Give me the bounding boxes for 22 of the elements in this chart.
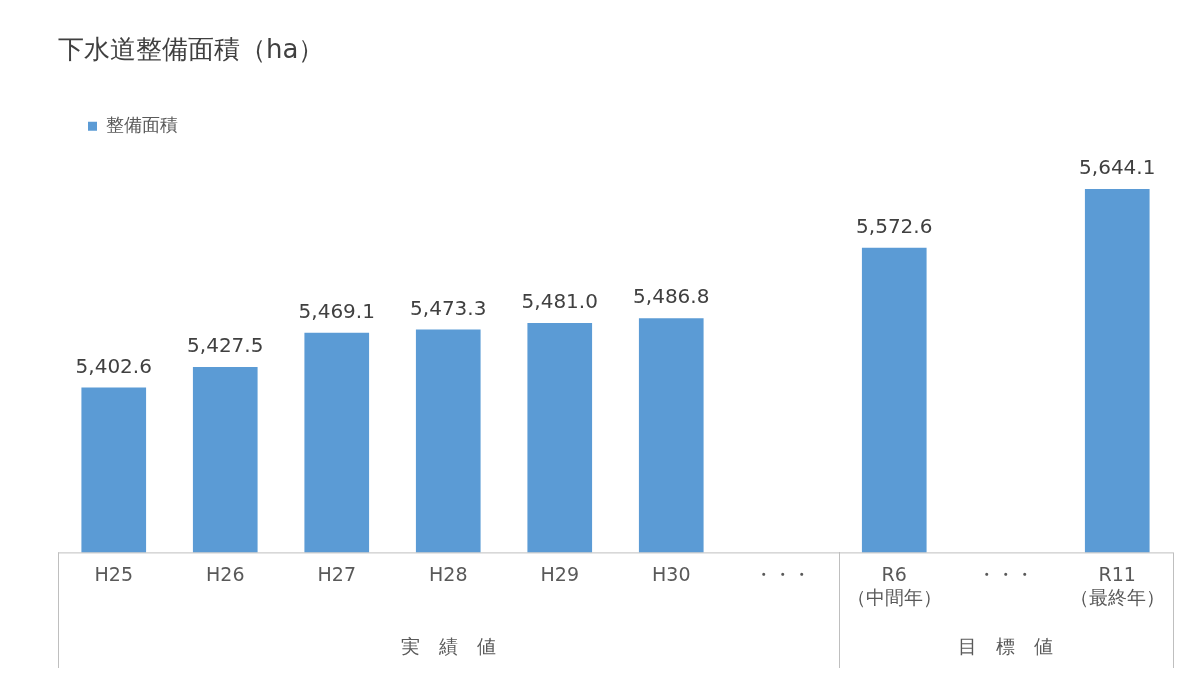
x-tick-label: R6 （中間年） <box>846 562 942 608</box>
annotation: 目 標 値 <box>958 634 1054 657</box>
legend-label: 整備面積 <box>106 113 178 135</box>
data-label: 5,469.1 <box>298 299 375 324</box>
x-tick-label: R11 （最終年） <box>1069 562 1165 608</box>
x-tick-label: ・・・ <box>977 562 1035 585</box>
x-tick-label: H25 <box>94 562 133 585</box>
x-tick-label: H27 <box>317 562 356 585</box>
data-label: 5,473.3 <box>410 295 487 320</box>
data-label: 5,402.6 <box>75 353 152 378</box>
x-tick-label: H29 <box>540 562 579 585</box>
data-label: 5,486.8 <box>633 284 710 309</box>
data-label: 5,427.5 <box>187 333 264 358</box>
x-tick-label: H30 <box>652 562 691 585</box>
data-label: 5,572.6 <box>856 213 933 238</box>
data-label: 5,644.1 <box>1079 155 1156 180</box>
x-tick-label: H28 <box>429 562 468 585</box>
x-tick-label: ・・・ <box>754 562 812 585</box>
x-tick-label: H26 <box>206 562 245 585</box>
annotation: 実 績 値 <box>400 634 496 657</box>
data-label: 5,481.0 <box>521 289 598 314</box>
chart-title: 下水道整備面積（ha） <box>58 34 325 65</box>
